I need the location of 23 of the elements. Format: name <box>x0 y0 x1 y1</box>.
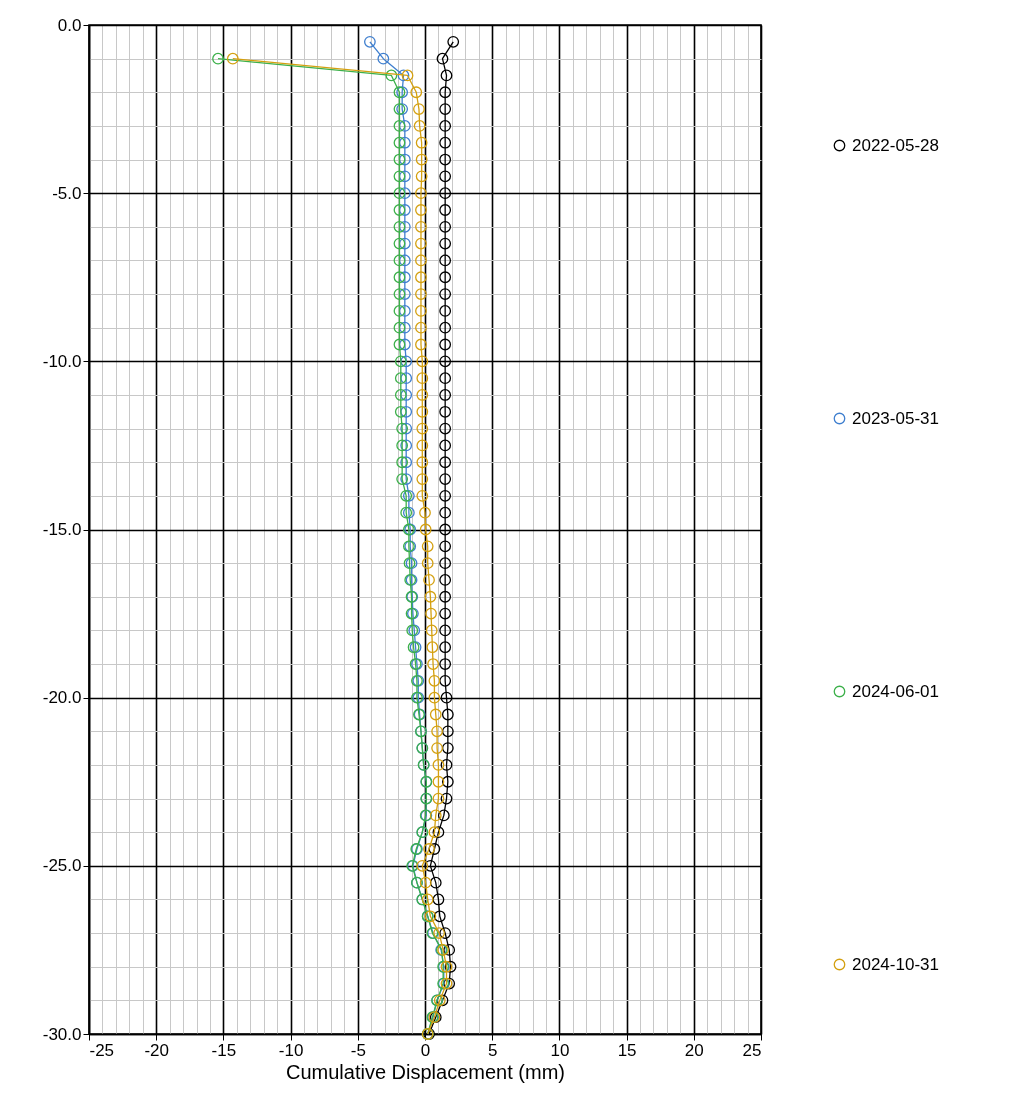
y-tick-label: -30.0 <box>42 1024 82 1044</box>
x-tick-label: 10 <box>550 1040 570 1060</box>
y-tick-label: 0.0 <box>57 15 82 35</box>
x-tick-label: -5 <box>350 1040 366 1060</box>
legend-label: 2022-05-28 <box>852 135 939 155</box>
x-tick-label: 15 <box>617 1040 637 1060</box>
y-tick-label: -10.0 <box>42 351 82 371</box>
x-tick-label: 0 <box>420 1040 431 1060</box>
legend-label: 2024-10-31 <box>852 954 939 974</box>
y-tick-label: -20.0 <box>42 688 82 708</box>
y-tick-label: -5.0 <box>52 183 82 203</box>
legend-label: 2023-05-31 <box>852 408 939 428</box>
x-tick-label: 20 <box>684 1040 704 1060</box>
x-tick-label: -20 <box>144 1040 169 1060</box>
y-tick-label: -25.0 <box>42 856 82 876</box>
y-tick-label: -15.0 <box>42 520 82 539</box>
x-tick-label: 5 <box>487 1040 498 1060</box>
x-tick-label: -15 <box>211 1040 237 1060</box>
x-axis-title: Cumulative Displacement (mm) <box>286 1060 565 1083</box>
x-tick-label: -25 <box>89 1040 115 1060</box>
x-tick-label: -10 <box>278 1040 304 1060</box>
x-tick-label: 25 <box>742 1040 762 1060</box>
legend-label: 2024-06-01 <box>852 681 939 701</box>
